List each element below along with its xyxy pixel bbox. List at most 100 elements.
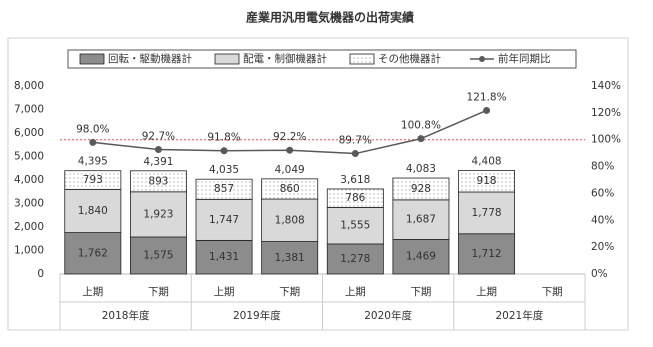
segment-label: 1,555 [340,220,370,232]
y2-tick-label: 140% [591,80,621,92]
line-label: 100.8% [401,120,441,132]
y-tick-label: 5,000 [14,151,44,163]
bar-segment [392,239,450,275]
y2-tick-label: 0% [591,268,608,280]
legend-swatch [79,53,105,65]
segment-label: 857 [214,183,234,195]
x-tick-label: 上期 [345,286,366,298]
bar-segment [261,241,319,275]
y-tick-label: 8,000 [14,80,44,92]
chart-frame [7,37,629,331]
y2-tick-label: 40% [591,214,614,226]
legend-label: その他機器計 [378,52,441,65]
x-tick-label: 下期 [410,286,431,298]
bar-segment [458,191,516,235]
segment-label: 1,808 [275,214,305,226]
y-tick-label: 0 [37,268,44,280]
total-label: 4,408 [472,155,502,167]
line-label: 121.8% [467,91,507,103]
segment-label: 1,381 [275,252,305,264]
chart-title: 産業用汎用電気機器の出荷実績 [246,10,414,25]
bar-segment [392,177,450,201]
y2-tick-label: 60% [591,187,614,199]
y2-tick-label: 100% [591,134,621,146]
group-label: 2019年度 [233,309,281,322]
y-tick-label: 2,000 [14,221,44,233]
bar-segment [392,199,450,240]
segment-label: 918 [477,175,497,187]
segment-label: 1,575 [143,249,173,261]
total-label: 4,083 [406,163,436,175]
line-marker [154,146,162,154]
legend-label: 回転・駆動機器計 [108,52,192,65]
bar-segment [261,198,319,242]
y-tick-label: 4,000 [14,174,44,186]
line-label: 89.7% [339,135,372,147]
line-marker [220,147,228,155]
line-marker [417,135,425,143]
bar-segment [195,239,253,275]
y-tick-label: 3,000 [14,198,44,210]
legend-swatch [349,53,375,65]
y2-tick-label: 80% [591,161,614,173]
segment-label: 1,840 [78,205,108,217]
bar-segment [129,191,187,238]
line-marker [351,150,359,158]
segment-label: 1,747 [209,214,239,226]
bar-segment [129,236,187,275]
segment-label: 786 [345,192,365,204]
y-tick-label: 1,000 [14,245,44,257]
line-marker [286,146,294,154]
segment-label: 793 [83,174,103,186]
y2-tick-label: 120% [591,107,621,119]
legend-label: 前年同期比 [498,52,551,65]
legend-swatch [479,56,485,62]
legend-frame [67,49,577,69]
bar-segment [129,170,187,193]
bar-segment [64,170,122,190]
bar-segment [458,233,516,275]
total-label: 4,391 [143,156,173,168]
segment-label: 893 [148,175,168,187]
line-label: 92.7% [142,131,175,143]
x-tick-label: 下期 [279,286,300,298]
total-label: 4,049 [275,164,305,176]
segment-label: 1,687 [406,214,436,226]
segment-label: 1,469 [406,251,436,263]
line-label: 92.2% [273,131,306,143]
bar-segment [195,198,253,241]
line-marker [483,106,491,114]
bar-segment [64,188,122,233]
bar-segment [261,178,319,200]
x-tick-label: 下期 [148,286,169,298]
segment-label: 1,923 [143,208,173,220]
y-tick-label: 7,000 [14,104,44,116]
bar-segment [326,243,384,275]
bar-segment [458,170,516,193]
x-tick-label: 上期 [82,286,103,298]
line-marker [89,138,97,146]
segment-label: 1,778 [472,207,502,219]
total-label: 4,395 [78,156,108,168]
x-tick-label: 下期 [542,286,563,298]
group-label: 2018年度 [102,309,150,322]
y2-tick-label: 20% [591,241,614,253]
x-tick-label: 上期 [214,286,235,298]
x-tick-label: 上期 [476,286,497,298]
total-label: 3,618 [340,174,370,186]
segment-label: 928 [411,183,431,195]
line-label: 91.8% [207,132,240,144]
legend-label: 配電・制御機器計 [243,52,327,65]
segment-label: 1,712 [472,248,502,260]
segment-label: 860 [280,183,300,195]
group-label: 2020年度 [364,309,412,322]
bar-segment [326,188,384,208]
y-tick-label: 6,000 [14,127,44,139]
total-label: 4,035 [209,164,239,176]
segment-label: 1,762 [78,247,108,259]
line-label: 98.0% [76,123,109,135]
bar-segment [195,178,253,200]
segment-label: 1,431 [209,251,239,263]
